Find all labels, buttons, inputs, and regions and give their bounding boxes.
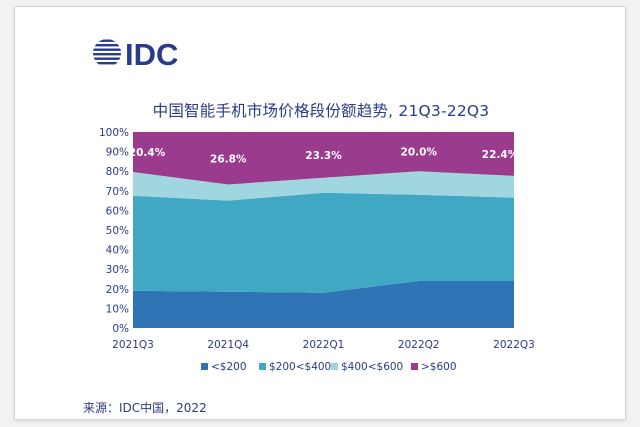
legend-label: >$600 — [421, 361, 457, 373]
y-tick-label: 100% — [99, 127, 129, 139]
legend-swatch — [201, 363, 208, 370]
x-tick-label: 2022Q2 — [398, 339, 440, 351]
legend-label: $200<$400 — [269, 361, 331, 373]
y-tick-label: 80% — [106, 166, 129, 178]
chart-card: IDC 中国智能手机市场价格段份额趋势, 21Q3-22Q3 20.4% 26.8… — [14, 6, 626, 420]
data-label: 23.3% — [305, 150, 342, 162]
y-tick-label: 50% — [106, 225, 129, 237]
legend-swatch — [411, 363, 418, 370]
area-series-4 — [133, 132, 514, 185]
y-tick-label: 60% — [106, 205, 129, 217]
legend-swatch — [331, 363, 338, 370]
chart-title: 中国智能手机市场价格段份额趋势, 21Q3-22Q3 — [152, 102, 490, 120]
legend-swatch — [259, 363, 266, 370]
source-note: 来源：IDC中国，2022 — [83, 401, 207, 415]
chart-plot: 20.4% 26.8% 23.3% 20.0% 22.4% 0% 10% 20% 30% 40%… — [99, 127, 535, 373]
area-series-2 — [133, 192, 514, 293]
x-tick-label: 2021Q3 — [112, 339, 154, 351]
area-series-1 — [133, 281, 514, 328]
y-tick-label: 70% — [106, 186, 129, 198]
globe-icon — [93, 39, 121, 65]
x-tick-label: 2022Q1 — [303, 339, 345, 351]
x-tick-label: 2022Q3 — [493, 339, 535, 351]
logo-text: IDC — [125, 37, 178, 71]
idc-logo: IDC — [93, 37, 178, 71]
y-tick-label: 10% — [106, 303, 129, 315]
area-series-3 — [133, 171, 514, 201]
y-tick-label: 90% — [106, 147, 129, 159]
legend-label: <$200 — [211, 361, 247, 373]
data-label: 26.8% — [210, 153, 247, 165]
data-label: 20.4% — [129, 147, 166, 159]
y-tick-label: 0% — [112, 323, 129, 335]
data-label: 20.0% — [401, 147, 438, 159]
legend-label: $400<$600 — [341, 361, 403, 373]
data-label: 22.4% — [482, 149, 519, 161]
y-tick-label: 20% — [106, 284, 129, 296]
y-tick-label: 40% — [106, 245, 129, 257]
x-tick-label: 2021Q4 — [207, 339, 249, 351]
y-tick-label: 30% — [106, 264, 129, 276]
